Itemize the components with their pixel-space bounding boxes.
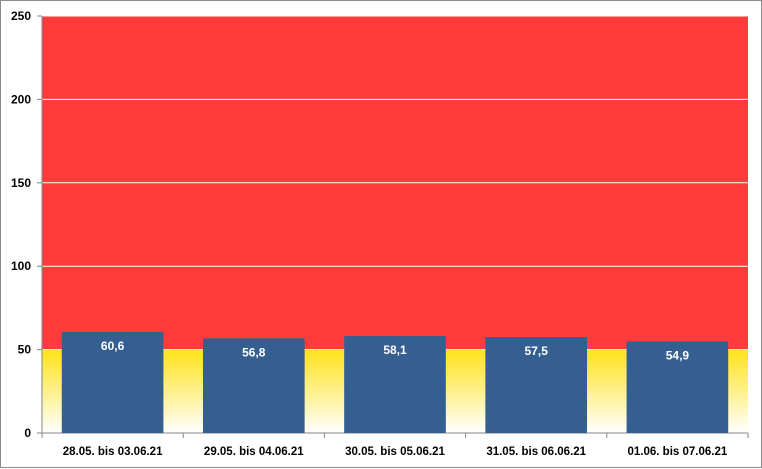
x-tick-label: 28.05. bis 03.06.21: [63, 446, 163, 458]
x-tick-label: 30.05. bis 05.06.21: [345, 446, 445, 458]
x-tick-label: 01.06. bis 07.06.21: [628, 446, 728, 458]
y-tick-label: 50: [18, 343, 32, 357]
data-label: 57,5: [525, 344, 549, 358]
bar: [626, 341, 729, 433]
y-tick-label: 150: [11, 176, 31, 190]
data-label: 60,6: [101, 339, 125, 353]
bar: [344, 336, 446, 433]
data-label: 56,8: [242, 345, 266, 359]
x-axis-ticks: 28.05. bis 03.06.21 29.05. bis 04.06.21 30…: [41, 433, 749, 458]
data-label: 58,1: [383, 343, 407, 357]
y-tick-label: 0: [24, 426, 31, 440]
x-tick-label: 31.05. bis 06.06.21: [486, 446, 586, 458]
bar: [202, 338, 305, 433]
data-label: 54,9: [666, 348, 690, 362]
y-tick-label: 250: [11, 9, 31, 23]
x-tick-label: 29.05. bis 04.06.21: [204, 446, 304, 458]
bars: [61, 331, 729, 433]
y-axis-ticks: 0 50 100 150 200 250: [11, 9, 42, 440]
value-labels: 60,6 56,8 58,1 57,5 54,9: [101, 339, 689, 363]
bar: [61, 331, 164, 433]
y-tick-label: 200: [11, 92, 31, 106]
bar: [485, 337, 588, 433]
y-tick-label: 100: [11, 259, 31, 273]
